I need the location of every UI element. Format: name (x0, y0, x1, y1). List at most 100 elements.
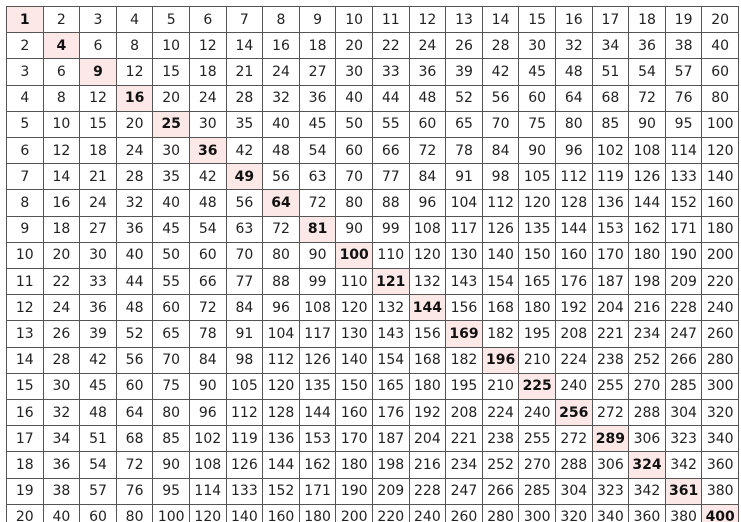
table-cell: 340 (702, 426, 739, 453)
table-cell: 114 (665, 138, 703, 165)
table-cell: 270 (519, 452, 556, 479)
table-cell: 90 (153, 452, 190, 479)
table-cell: 45 (519, 59, 556, 86)
table-cell: 18 (80, 138, 117, 165)
table-cell: 154 (482, 269, 520, 296)
table-cell: 208 (446, 400, 483, 427)
table-cell: 238 (592, 347, 630, 374)
table-cell: 108 (190, 452, 227, 479)
table-cell: 306 (592, 452, 630, 479)
table-cell: 240 (556, 373, 593, 400)
table-cell: 42 (190, 164, 227, 191)
table-cell: 400 (702, 504, 739, 522)
table-cell: 24 (409, 33, 447, 60)
table-cell: 135 (299, 373, 337, 400)
table-cell: 150 (336, 373, 373, 400)
table-cell: 28 (482, 33, 520, 60)
table-cell: 182 (482, 321, 520, 348)
table-cell: 126 (629, 164, 666, 191)
table-cell: 65 (153, 321, 190, 348)
table-cell: 95 (665, 111, 703, 138)
table-cell: 90 (629, 111, 666, 138)
table-cell: 110 (373, 242, 410, 269)
table-cell: 104 (263, 321, 300, 348)
table-cell: 77 (226, 269, 264, 296)
table-cell: 8 (7, 190, 44, 217)
table-cell: 104 (446, 190, 483, 217)
table-cell: 80 (336, 190, 373, 217)
table-cell: 12 (116, 59, 154, 86)
table-cell: 52 (446, 85, 483, 112)
table-cell: 36 (299, 85, 337, 112)
table-cell: 126 (482, 216, 520, 243)
table-cell: 38 (665, 33, 703, 60)
table-cell: 12 (190, 33, 227, 60)
table-cell: 156 (446, 295, 483, 322)
table-cell: 162 (629, 216, 666, 243)
table-cell: 60 (116, 373, 154, 400)
table-cell: 240 (702, 295, 739, 322)
table-cell: 112 (482, 190, 520, 217)
table-cell: 70 (482, 111, 520, 138)
table-cell: 117 (446, 216, 483, 243)
table-cell: 165 (519, 269, 556, 296)
table-cell: 14 (7, 347, 44, 374)
table-cell: 247 (665, 321, 703, 348)
table-cell: 228 (665, 295, 703, 322)
table-cell: 128 (556, 190, 593, 217)
table-cell: 280 (702, 347, 739, 374)
table-cell: 100 (336, 242, 373, 269)
table-cell: 9 (299, 7, 337, 34)
table-cell: 256 (556, 400, 593, 427)
table-cell: 306 (629, 426, 666, 453)
table-cell: 120 (702, 138, 739, 165)
table-cell: 36 (43, 452, 81, 479)
table-cell: 10 (7, 242, 44, 269)
table-cell: 24 (116, 138, 154, 165)
table-cell: 60 (336, 138, 373, 165)
table-cell: 300 (702, 373, 739, 400)
table-cell: 42 (226, 138, 264, 165)
table-cell: 48 (80, 400, 117, 427)
table-cell: 102 (190, 426, 227, 453)
table-cell: 17 (592, 7, 630, 34)
table-cell: 11 (373, 7, 410, 34)
table-cell: 32 (263, 85, 300, 112)
table-cell: 68 (116, 426, 154, 453)
table-cell: 30 (336, 59, 373, 86)
table-cell: 40 (702, 33, 739, 60)
table-cell: 20 (7, 504, 44, 522)
table-cell: 10 (336, 7, 373, 34)
table-cell: 27 (299, 59, 337, 86)
table-cell: 11 (7, 269, 44, 296)
table-cell: 272 (592, 400, 630, 427)
table-cell: 13 (7, 321, 44, 348)
table-cell: 132 (373, 295, 410, 322)
table-cell: 22 (43, 269, 81, 296)
table-cell: 112 (263, 347, 300, 374)
table-cell: 360 (629, 504, 666, 522)
table-cell: 136 (263, 426, 300, 453)
table-cell: 255 (519, 426, 556, 453)
table-cell: 126 (226, 452, 264, 479)
table-cell: 16 (7, 400, 44, 427)
table-cell: 56 (263, 164, 300, 191)
table-cell: 24 (43, 295, 81, 322)
table-cell: 54 (80, 452, 117, 479)
table-cell: 6 (190, 7, 227, 34)
table-cell: 45 (153, 216, 190, 243)
table-cell: 196 (482, 347, 520, 374)
table-cell: 28 (226, 85, 264, 112)
table-cell: 255 (592, 373, 630, 400)
table-cell: 36 (116, 216, 154, 243)
table-cell: 360 (702, 452, 739, 479)
table-cell: 304 (556, 478, 593, 505)
table-cell: 10 (153, 33, 190, 60)
table-cell: 30 (190, 111, 227, 138)
table-cell: 21 (80, 164, 117, 191)
table-cell: 156 (409, 321, 447, 348)
table-cell: 380 (702, 478, 739, 505)
table-cell: 133 (226, 478, 264, 505)
table-cell: 96 (556, 138, 593, 165)
table-cell: 224 (556, 347, 593, 374)
